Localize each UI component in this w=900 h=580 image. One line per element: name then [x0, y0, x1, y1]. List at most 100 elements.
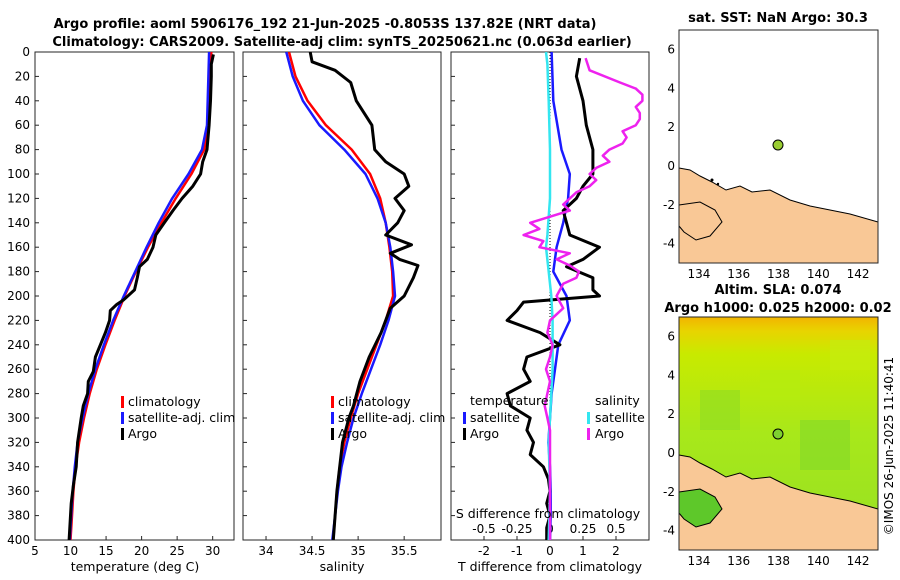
series-line-satellite-adj-clim [68, 52, 211, 540]
x-tick-label: 34.5 [299, 544, 326, 558]
y-tick-label: 120 [7, 191, 30, 205]
sla-map-title-line2: Argo h1000: 0.025 h2000: 0.02 [664, 301, 891, 316]
y-tick-label: 160 [7, 240, 30, 254]
x-tick-label: -2 [478, 544, 490, 558]
sst-axes [678, 29, 879, 264]
legend-swatch-climatology [331, 396, 334, 408]
y-tick-label: 280 [7, 387, 30, 401]
map-y-tick-label: -4 [663, 237, 675, 251]
sst-island [716, 182, 720, 186]
y-tick-label: 400 [7, 533, 30, 547]
legend-swatch-satellite [331, 412, 334, 424]
y-tick-label: 320 [7, 435, 30, 449]
legend-label-satellite: satellite-adj. clim [128, 410, 235, 425]
sla-patch [760, 370, 800, 400]
sla-argo-marker [772, 428, 784, 440]
legend-swatch-s-satellite [587, 412, 590, 424]
series-line-argo [67, 54, 215, 540]
x-tick-label-top: 0.25 [570, 522, 597, 536]
legend-label-s-argo: Argo [595, 426, 624, 441]
salinity-xlabel: salinity [320, 559, 365, 574]
map-y-tick-label: -4 [663, 524, 675, 538]
map-x-tick-label: 138 [767, 554, 790, 568]
x-tick-label: 25 [170, 544, 185, 558]
map-x-tick-label: 136 [727, 267, 750, 281]
y-tick-label: 80 [15, 143, 30, 157]
legend-swatch-argo [121, 428, 124, 440]
y-tick-label: 140 [7, 216, 30, 230]
x-tick-label: 2 [612, 544, 620, 558]
map-y-tick-label: 6 [667, 329, 675, 343]
map-x-tick-label: 140 [807, 267, 830, 281]
legend-swatch-argo [331, 428, 334, 440]
map-y-tick-label: 0 [667, 159, 675, 173]
salinity-legend: climatology satellite-adj. clim Argo [331, 394, 445, 441]
y-tick-label: 380 [7, 509, 30, 523]
s-difference-xlabel: S difference from climatology [456, 506, 641, 521]
map-x-tick-label: 134 [687, 267, 710, 281]
legend-label-argo: Argo [338, 426, 367, 441]
x-tick-label-top: -0.25 [501, 522, 532, 536]
x-tick-label-top: 0.5 [606, 522, 625, 536]
y-tick-label: 0 [22, 45, 30, 59]
series-line-climatology [69, 52, 213, 540]
legend-swatch-s-argo [587, 428, 590, 440]
sla-patch [800, 420, 850, 470]
x-tick-label: 5 [31, 544, 39, 558]
map-x-tick-label: 138 [767, 267, 790, 281]
series-line-satellite-adj-clim [285, 52, 397, 540]
legend-label-s-satellite: satellite [595, 410, 645, 425]
y-tick-label: 20 [15, 69, 30, 83]
y-tick-label: 220 [7, 313, 30, 327]
map-x-tick-label: 140 [807, 554, 830, 568]
sst-coastline-bay [678, 201, 723, 241]
x-tick-label: 35 [350, 544, 365, 558]
map-y-tick-label: 2 [667, 407, 675, 421]
legend-swatch-satellite [121, 412, 124, 424]
legend-label-climatology: climatology [128, 394, 201, 409]
legend-swatch-climatology [121, 396, 124, 408]
sla-patch [830, 340, 870, 370]
y-tick-label: 260 [7, 362, 30, 376]
legend-label-climatology: climatology [338, 394, 411, 409]
sla-patch [700, 390, 740, 430]
map-x-tick-label: 136 [727, 554, 750, 568]
legend-swatch-t-argo [463, 428, 466, 440]
series-line-argo [308, 52, 420, 540]
y-tick-label: 300 [7, 411, 30, 425]
y-tick-label: 60 [15, 118, 30, 132]
sst-map [678, 29, 879, 264]
legend-label-argo: Argo [128, 426, 157, 441]
x-tick-label: 30 [205, 544, 220, 558]
temperature-axes [34, 51, 235, 541]
sla-map-title-line1: Altim. SLA: 0.074 [715, 283, 842, 298]
temperature-legend: climatology satellite-adj. clim Argo [121, 394, 235, 441]
y-tick-label: 180 [7, 265, 30, 279]
x-tick-label: 10 [63, 544, 78, 558]
map-y-tick-label: 6 [667, 42, 675, 56]
x-tick-label-top: -0.5 [472, 522, 495, 536]
series-line-t-argo [505, 57, 601, 540]
sla-map [678, 316, 879, 551]
map-x-tick-label: 142 [847, 267, 870, 281]
imos-timestamp: ©IMOS 26-Jun-2025 11:40:41 [882, 357, 896, 535]
sst-island [710, 178, 714, 182]
temperature-xlabel: temperature (deg C) [71, 559, 200, 574]
y-tick-label: 40 [15, 94, 30, 108]
legend-header-temperature: temperature [470, 393, 549, 408]
t-difference-xlabel: T difference from climatology [457, 559, 643, 574]
legend-label-t-satellite: satellite [470, 410, 520, 425]
x-tick-label: 1 [579, 544, 587, 558]
legend-label-t-argo: Argo [470, 426, 499, 441]
legend-label-satellite: satellite-adj. clim [338, 410, 445, 425]
map-y-tick-label: 4 [667, 81, 675, 95]
y-tick-label: 360 [7, 484, 30, 498]
x-tick-label: 20 [134, 544, 149, 558]
y-tick-label: 240 [7, 338, 30, 352]
x-tick-label: -1 [511, 544, 523, 558]
x-tick-label: 0 [546, 544, 554, 558]
map-y-tick-label: 0 [667, 446, 675, 460]
map-y-tick-label: -2 [663, 198, 675, 212]
series-line-s-argo [522, 57, 644, 540]
